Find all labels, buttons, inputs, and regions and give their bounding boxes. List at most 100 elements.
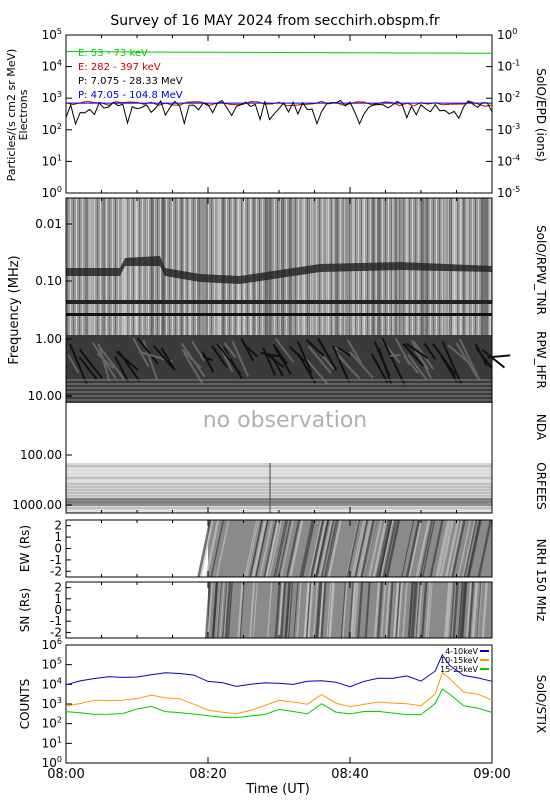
tnr-streak	[289, 198, 293, 335]
sn-streak	[427, 581, 433, 639]
sn-streak	[211, 581, 219, 639]
ew-streak	[380, 519, 394, 578]
stix-ytick-label: 104	[42, 676, 62, 691]
stix-legend-label: 15-25keV	[440, 665, 479, 674]
tnr-streak	[221, 198, 225, 335]
spectro-right-label: ORFEES	[534, 462, 548, 509]
stix-series-line	[65, 688, 493, 719]
ew-streak	[263, 519, 278, 578]
sn-streak	[278, 581, 285, 639]
sn-streak	[411, 581, 418, 639]
ew-ytick-label: 2	[54, 519, 62, 533]
sn-streak	[274, 581, 282, 639]
sn-streak	[304, 581, 312, 639]
epd-ytick-label: 101	[42, 153, 62, 168]
sn-streak	[395, 581, 401, 639]
spectro-ytick-label: 10.00	[28, 389, 62, 403]
hfr-streak	[296, 341, 313, 374]
ew-streak	[461, 519, 476, 578]
ew-ytick-label: 0	[54, 542, 62, 556]
sn-streak	[460, 581, 467, 639]
hfr-streak	[96, 352, 115, 369]
sn-streak	[387, 581, 394, 639]
hfr-streak	[455, 342, 479, 378]
stix-ytick-label: 106	[42, 637, 62, 652]
ew-streak	[386, 519, 401, 578]
sn-streak	[471, 581, 478, 639]
hfr-streak	[349, 351, 374, 379]
tnr-dark-band	[66, 256, 492, 284]
ew-streak	[312, 519, 327, 578]
epd-series-line	[65, 99, 493, 126]
ew-ytick-label: -2	[50, 564, 62, 578]
ew-streak	[244, 519, 258, 578]
no-observation-label: no observation	[203, 408, 368, 433]
hfr-streak	[458, 338, 481, 381]
sn-streak	[285, 581, 291, 639]
figure-title: Survey of 16 MAY 2024 from secchirh.obsp…	[110, 13, 440, 29]
ew-streak	[463, 519, 478, 578]
epd-ytick-label: 105	[42, 27, 62, 42]
hfr-streak	[266, 353, 285, 368]
ew-streak	[205, 519, 220, 578]
sn-streak	[421, 581, 428, 639]
hfr-streak	[438, 352, 458, 383]
sn-streak	[468, 581, 475, 639]
stix-legend-label: 4-10keV	[445, 647, 478, 656]
hfr-streak	[272, 343, 288, 365]
sn-streak	[415, 581, 421, 639]
sn-streak	[316, 581, 323, 639]
spectro-ytick-label: 1.00	[35, 332, 62, 346]
hfr-streak	[307, 345, 332, 374]
hfr-streak	[337, 346, 352, 357]
ew-ytick-label: 1	[54, 530, 62, 544]
sn-streak	[477, 581, 483, 639]
stix-ytick-label: 102	[42, 716, 62, 731]
hfr-streak	[423, 342, 437, 360]
hfr-streak	[114, 355, 130, 383]
epd-ytick-label: 103	[42, 90, 62, 105]
stix-ylabel: COUNTS	[18, 679, 32, 730]
epd-right-ytick-label: 10-2	[497, 90, 520, 105]
stix-series-line	[65, 671, 493, 715]
hfr-streak	[67, 354, 80, 374]
ew-streak	[259, 519, 274, 578]
ew-streak	[445, 519, 460, 578]
ew-streak	[363, 519, 377, 578]
sn-ytick-label: 1	[54, 592, 62, 606]
ew-streak	[429, 519, 444, 578]
hfr-streak	[475, 347, 493, 369]
sn-streak	[481, 581, 488, 639]
epd-panel: 100 101 102 103 104 105 10-5 10-4 10-3 10-2 10-1 10…	[5, 27, 548, 200]
hfr-streak	[160, 347, 176, 371]
ew-streak	[415, 519, 430, 578]
epd-right-label: SolO/EPD (ions)	[534, 68, 548, 162]
sn-streak	[215, 581, 221, 639]
epd-right-ytick-label: 10-1	[497, 59, 520, 74]
ew-streak	[301, 519, 316, 578]
epd-ylabel-2: Electrons	[17, 89, 30, 140]
hfr-streak	[136, 337, 159, 365]
sn-streak	[444, 581, 451, 639]
stix-legend-label: 10-15keV	[440, 656, 479, 665]
nrh-right-label: NRH 150 MHz	[534, 539, 548, 622]
ew-ylabel: EW (Rs)	[18, 525, 32, 572]
spectro-ytick-label: 100.00	[20, 448, 62, 462]
epd-series-line	[65, 51, 493, 54]
ew-streak	[265, 519, 279, 578]
hfr-streak	[273, 346, 292, 375]
hfr-streak	[223, 342, 237, 358]
stix-frame	[65, 644, 493, 764]
sn-streak	[402, 581, 408, 639]
tnr-streak	[145, 198, 147, 335]
ew-streak	[401, 519, 415, 578]
sn-streak	[445, 581, 453, 639]
tnr-streak	[201, 198, 204, 335]
ew-streak	[280, 519, 294, 578]
hfr-streak	[100, 347, 125, 380]
sn-streak	[452, 581, 459, 639]
hfr-streak	[69, 343, 88, 386]
ew-streak	[457, 519, 471, 578]
sn-streak	[357, 581, 364, 639]
